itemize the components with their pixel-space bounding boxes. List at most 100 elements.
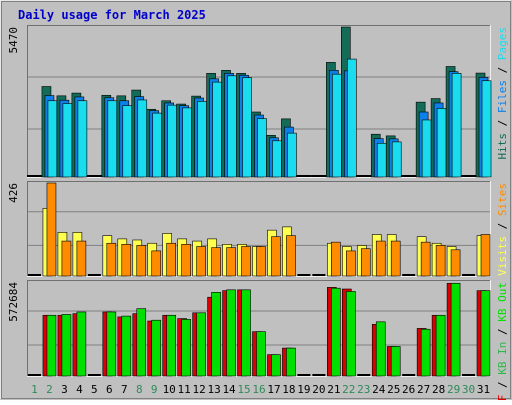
legend-label-part: / xyxy=(496,375,509,395)
zero-day-marker xyxy=(461,175,477,177)
bar-pages xyxy=(182,107,192,178)
bar-pages xyxy=(272,140,282,178)
bar-pages xyxy=(421,119,432,178)
bar-pages xyxy=(332,73,342,178)
x-tick-label: 9 xyxy=(151,383,158,396)
zero-day-marker xyxy=(402,274,416,276)
bar-kb-out xyxy=(241,289,251,377)
zero-day-marker xyxy=(356,175,372,177)
zero-day-marker xyxy=(462,274,476,276)
zero-day-marker xyxy=(26,175,42,177)
zero-day-marker xyxy=(297,374,311,376)
bar-kb-out xyxy=(375,321,386,377)
bar-sites xyxy=(121,244,132,277)
legend-label-part: KB Out xyxy=(496,282,509,322)
x-tick-label: 1 xyxy=(31,383,38,396)
bar-sites xyxy=(435,245,446,277)
bar-sites xyxy=(331,241,341,277)
bar-sites xyxy=(151,250,162,277)
legend-label-part: / xyxy=(496,322,509,342)
bar-sites xyxy=(136,245,147,277)
x-tick-label: 28 xyxy=(432,383,445,396)
bar-sites xyxy=(211,247,221,277)
bar-sites xyxy=(375,240,386,277)
zero-day-marker xyxy=(27,374,41,376)
zero-day-marker xyxy=(311,175,327,177)
legend-label-part: Visits xyxy=(496,236,509,276)
x-tick-label: 5 xyxy=(91,383,98,396)
bar-sites xyxy=(241,246,251,277)
y-max-tick-label: 5470 xyxy=(7,27,20,54)
bar-kb-out xyxy=(151,319,162,377)
bar-kb-out xyxy=(256,331,266,377)
legend-label-part: / xyxy=(496,216,509,236)
x-tick-label: 21 xyxy=(327,383,340,396)
bar-pages xyxy=(451,73,462,178)
x-tick-label: 16 xyxy=(252,383,265,396)
series-legend-label: Hits / Files / Pages xyxy=(496,27,509,160)
panel-kbf-kbin-kbout: 572684KB F / KB In / KB Out xyxy=(7,280,509,405)
x-tick-label: 22 xyxy=(342,383,355,396)
x-tick-label: 18 xyxy=(282,383,295,396)
zero-day-marker xyxy=(296,175,312,177)
bar-pages xyxy=(242,77,252,178)
legend-label-part: Sites xyxy=(496,183,509,216)
x-tick-label: 29 xyxy=(447,383,460,396)
bar-kb-out xyxy=(181,319,191,377)
bar-pages xyxy=(347,58,357,178)
bar-sites xyxy=(61,240,72,277)
series-legend-label: Visits / Sites xyxy=(496,183,509,276)
x-tick-label: 10 xyxy=(163,383,176,396)
bar-sites xyxy=(360,248,371,277)
bar-pages xyxy=(257,118,267,178)
x-tick-label: 14 xyxy=(222,383,236,396)
bar-pages xyxy=(212,81,222,178)
bar-kb-out xyxy=(121,315,132,377)
bar-kb-out xyxy=(61,314,72,377)
x-tick-label: 3 xyxy=(61,383,68,396)
x-axis-labels: 1 2 3 4 5 6 7 8 9 10 11 12 13 14 15 16 17 18 19 20 21 22 23 24 2… xyxy=(31,383,490,396)
zero-day-marker xyxy=(401,175,417,177)
bar-pages xyxy=(122,105,133,178)
bar-kb-out xyxy=(136,308,147,377)
legend-label-part: / xyxy=(496,60,509,80)
x-tick-label: 24 xyxy=(372,383,386,396)
x-tick-label: 4 xyxy=(76,383,83,396)
zero-day-marker xyxy=(462,374,476,376)
bar-kb-out xyxy=(166,314,176,377)
x-tick-label: 30 xyxy=(462,383,475,396)
x-tick-label: 13 xyxy=(207,383,220,396)
bar-kb-out xyxy=(46,314,57,377)
x-tick-label: 8 xyxy=(136,383,143,396)
bar-sites xyxy=(46,182,57,277)
zero-day-marker xyxy=(312,274,326,276)
bar-kb-out xyxy=(211,291,221,377)
bar-kb-out xyxy=(480,290,491,377)
bar-pages xyxy=(287,132,297,178)
zero-day-marker xyxy=(312,374,326,376)
bar-kb-out xyxy=(76,311,87,377)
bar-kb-out xyxy=(286,347,296,377)
legend-label-part: Hits xyxy=(496,133,509,160)
x-tick-label: 31 xyxy=(477,383,490,396)
bar-pages xyxy=(227,75,237,178)
x-tick-label: 11 xyxy=(178,383,191,396)
bar-sites xyxy=(196,246,206,277)
bar-kb-out xyxy=(331,287,341,377)
bar-pages xyxy=(481,80,492,178)
bar-sites xyxy=(450,249,461,277)
zero-day-marker xyxy=(297,274,311,276)
bar-sites xyxy=(346,250,356,277)
legend-label-part: Files xyxy=(496,80,509,113)
x-tick-label: 2 xyxy=(46,383,53,396)
bar-pages xyxy=(77,100,88,178)
bar-kb-out xyxy=(450,282,461,377)
bar-sites xyxy=(226,247,236,277)
bar-sites xyxy=(286,235,296,277)
zero-day-marker xyxy=(357,374,371,376)
bar-pages xyxy=(167,104,177,178)
y-max-tick-label: 426 xyxy=(7,183,20,203)
outer-frame-dark xyxy=(1,1,511,399)
